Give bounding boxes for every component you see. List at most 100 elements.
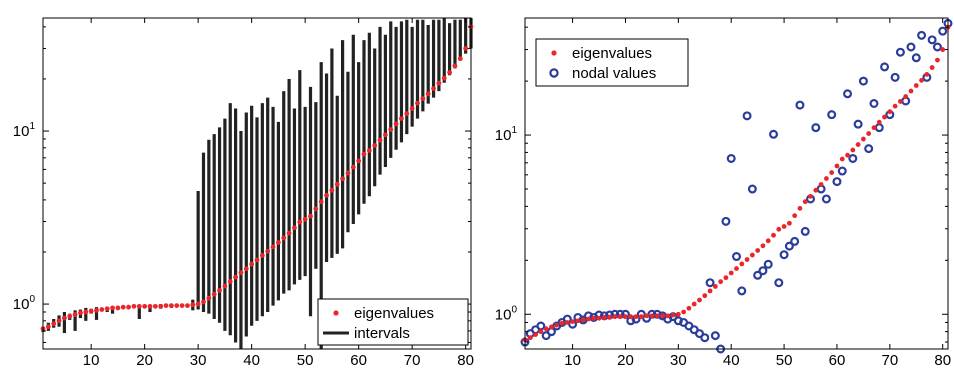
- right-eigenvalue-point: [543, 326, 549, 332]
- left-eigenvalue-point: [292, 225, 297, 231]
- right-eigenvalue-point: [813, 187, 819, 193]
- right-eigenvalue-point: [728, 270, 734, 276]
- right-eigenvalue-point: [882, 114, 887, 120]
- right-nodal-value-point: [758, 266, 768, 276]
- right-eigenvalue-point: [792, 213, 798, 219]
- right-eigenvalue-point: [808, 193, 813, 199]
- right-eigenvalue-point: [564, 320, 570, 325]
- left-eigenvalue-point: [179, 303, 185, 308]
- right-eigenvalue-point: [760, 243, 766, 249]
- left-eigenvalue-point: [56, 318, 62, 324]
- left-eigenvalue-point: [99, 307, 105, 312]
- left-series-eigenvalues: [40, 24, 474, 332]
- left-eigenvalue-point: [281, 235, 287, 241]
- left-y-tick-label: 100: [13, 294, 36, 313]
- right-eigenvalue-point: [940, 47, 946, 52]
- right-nodal-value-point: [811, 123, 821, 133]
- right-nodal-value-point: [932, 42, 942, 52]
- left-eigenvalue-point: [94, 307, 99, 313]
- left-eigenvalue-point: [302, 216, 308, 222]
- right-nodal-value-point: [869, 99, 879, 109]
- right-axes-frame: [524, 17, 949, 350]
- right-nodal-value-point: [800, 226, 810, 236]
- right-eigenvalue-point: [607, 315, 612, 320]
- right-y-tick-label: 101: [495, 125, 518, 144]
- right-eigenvalue-point: [601, 315, 607, 320]
- left-eigenvalue-point: [104, 306, 110, 312]
- left-eigenvalue-point: [318, 199, 324, 205]
- right-eigenvalue-point: [887, 109, 893, 115]
- right-nodal-value-point: [536, 321, 546, 331]
- left-eigenvalue-point: [249, 261, 255, 267]
- right-eigenvalue-point: [802, 199, 808, 205]
- right-legend-label-eigenvalues: eigenvalues: [572, 45, 652, 62]
- left-eigenvalue-point: [217, 287, 222, 293]
- left-eigenvalue-point: [366, 148, 372, 153]
- left-eigenvalue-point: [136, 303, 142, 309]
- right-nodal-value-point: [779, 250, 789, 260]
- right-x-tick-label: 80: [934, 352, 951, 369]
- right-eigenvalue-point: [702, 293, 708, 299]
- right-eigenvalue-point: [596, 315, 602, 321]
- right-legend-box: [535, 38, 689, 87]
- left-legend-box: [317, 298, 469, 346]
- left-eigenvalue-point: [313, 206, 319, 212]
- right-nodal-value-point: [694, 329, 704, 339]
- right-legend-label-nodal-values: nodal values: [572, 65, 656, 82]
- right-nodal-value-point: [732, 252, 742, 262]
- left-eigenvalue-point: [361, 151, 367, 157]
- right-eigenvalue-point: [591, 315, 597, 321]
- right-nodal-value-point: [790, 236, 800, 246]
- left-eigenvalue-point: [142, 303, 148, 309]
- left-eigenvalue-point: [67, 313, 73, 319]
- right-nodal-value-point: [895, 47, 905, 57]
- left-eigenvalue-point: [276, 240, 281, 245]
- left-eigenvalue-point: [388, 127, 394, 132]
- right-eigenvalue-point: [654, 313, 660, 319]
- right-eigenvalue-point: [681, 309, 687, 315]
- right-series-eigenvalues: [522, 24, 951, 343]
- right-eigenvalue-point: [527, 335, 533, 341]
- right-eigenvalue-point: [744, 257, 750, 262]
- right-eigenvalue-point: [839, 156, 845, 162]
- left-eigenvalue-point: [78, 310, 83, 316]
- right-legend: eigenvalues nodal values: [535, 38, 689, 87]
- right-x-tick-label: 40: [723, 352, 740, 369]
- right-nodal-value-point: [906, 42, 916, 52]
- left-eigenvalue-point: [259, 253, 265, 258]
- left-legend-label-intervals: intervals: [354, 325, 410, 342]
- left-eigenvalue-point: [415, 100, 420, 106]
- left-eigenvalue-point: [431, 86, 436, 91]
- left-x-tick-label: 30: [190, 352, 207, 369]
- left-eigenvalue-point: [340, 176, 345, 182]
- left-eigenvalue-point: [115, 305, 121, 311]
- right-eigenvalue-point: [670, 312, 676, 318]
- right-nodal-value-point: [911, 53, 921, 63]
- left-eigenvalue-point: [372, 143, 378, 148]
- left-eigenvalue-point: [201, 299, 206, 305]
- right-eigenvalue-point: [834, 163, 840, 169]
- right-nodal-value-point: [853, 119, 863, 129]
- left-chart: 10 20 30 40 50 60 70 80 100 101 eigenvalues interva…: [13, 17, 474, 369]
- right-eigenvalue-point: [554, 322, 560, 328]
- right-nodal-value-point: [843, 89, 853, 99]
- left-eigenvalue-point: [238, 270, 244, 276]
- left-eigenvalue-point: [222, 283, 228, 289]
- right-eigenvalue-point: [913, 83, 919, 88]
- right-nodal-value-point: [737, 286, 747, 296]
- right-eigenvalue-point: [908, 88, 914, 94]
- left-eigenvalue-point: [383, 132, 388, 138]
- left-eigenvalue-point: [51, 321, 57, 327]
- right-eigenvalue-point: [549, 324, 554, 330]
- left-eigenvalue-point: [425, 91, 431, 97]
- left-eigenvalue-point: [174, 303, 180, 308]
- right-eigenvalue-point: [935, 57, 940, 63]
- left-eigenvalue-point: [88, 308, 94, 314]
- left-legend-label-eigenvalues: eigenvalues: [354, 305, 434, 322]
- left-x-tick-label: 10: [83, 352, 100, 369]
- right-eigenvalue-point: [871, 125, 877, 131]
- right-nodal-value-point: [827, 110, 837, 120]
- right-nodal-value-point: [938, 26, 948, 36]
- left-x-tick-label: 20: [136, 352, 153, 369]
- right-eigenvalue-point: [723, 275, 729, 281]
